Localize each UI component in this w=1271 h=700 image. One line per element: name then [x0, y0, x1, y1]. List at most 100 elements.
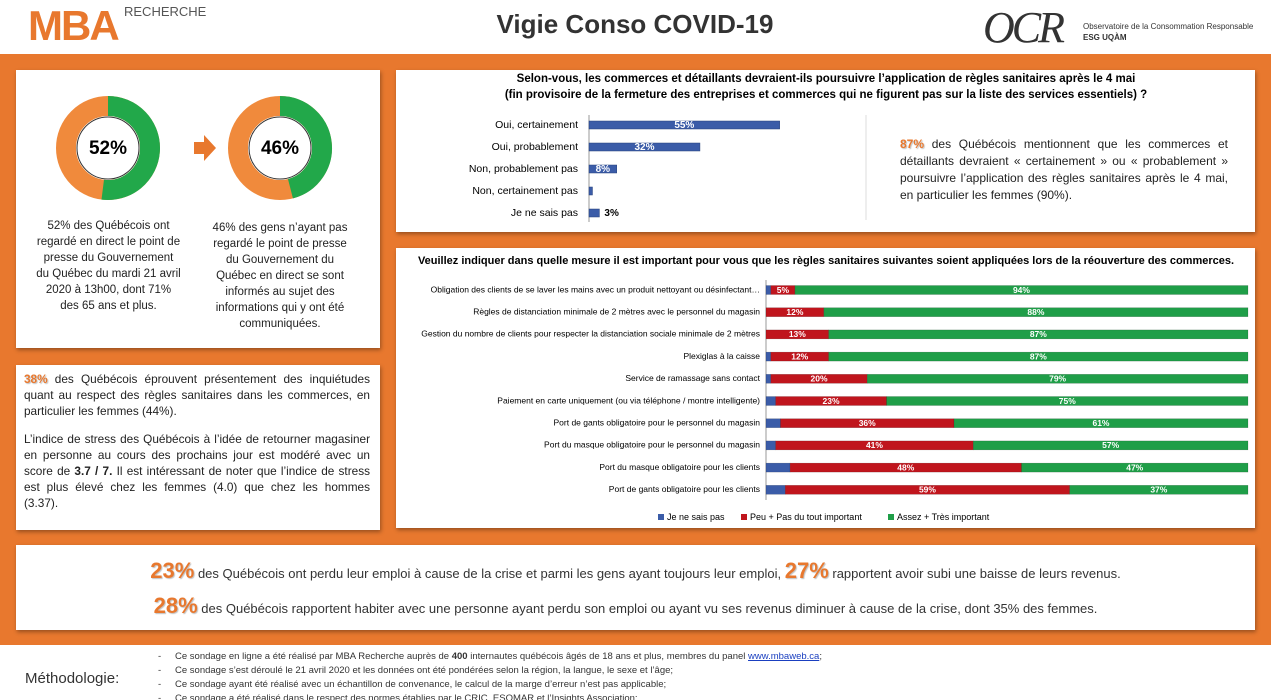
text: ; — [819, 651, 822, 662]
value-label: 47% — [1126, 462, 1143, 472]
bar-segment — [765, 374, 772, 384]
stress-panel: 38% des Québécois éprouvent présentement… — [16, 365, 380, 530]
bar-segment — [823, 307, 1249, 317]
text: des Québécois ont perdu leur emploi à ca… — [194, 566, 785, 581]
bar-segment — [765, 285, 772, 295]
legend-label: Peu + Pas du tout important — [750, 512, 862, 522]
stress-text: 38% des Québécois éprouvent présentement… — [24, 371, 370, 523]
footer-item: - Ce sondage a été réalisé dans le respec… — [158, 692, 1258, 700]
value-label: 12% — [786, 307, 803, 317]
donut-caption: 52% des Québécois ont regardé en direct … — [36, 220, 181, 312]
stacked-panel: Veuillez indiquer dans quelle mesure il … — [396, 248, 1255, 528]
highlights-panel: 23% des Québécois ont perdu leur emploi … — [16, 545, 1255, 630]
donut-charts: 52% 46% — [56, 96, 332, 200]
value-label: 94% — [1013, 285, 1030, 295]
partner-logo: OCR — [983, 3, 1065, 52]
legend-swatch — [888, 514, 894, 520]
footer: Méthodologie: - Ce sondage en ligne a été… — [0, 645, 1271, 700]
bold-text: 400 — [451, 651, 468, 662]
bullet: - — [158, 651, 162, 662]
category-label: Port de gants obligatoire pour le person… — [554, 417, 761, 427]
value-label: 8% — [596, 164, 611, 175]
stat-text: 27% — [784, 558, 829, 583]
bar — [588, 208, 600, 218]
category-label: Plexiglas à la caisse — [683, 351, 760, 361]
value-label: 79% — [1049, 374, 1066, 384]
category-label: Non, certainement pas — [472, 185, 578, 197]
header: MBA RECHERCHE Vigie Conso COVID-19 OCR O… — [0, 0, 1271, 54]
bar-chart: Selon-vous, les commerces et détaillants… — [469, 73, 1147, 222]
category-label: Paiement en carte uniquement (ou via tél… — [497, 395, 760, 405]
logo-sub: RECHERCHE — [124, 4, 207, 19]
footer-items: - Ce sondage en ligne a été réalisé par M… — [158, 650, 1258, 700]
value-label: 5% — [777, 285, 790, 295]
value-label: 32% — [634, 142, 654, 153]
donut-arc — [101, 96, 160, 200]
logo: MBA — [28, 2, 120, 49]
text: L’indice de stress des Québécois à l’idé… — [24, 432, 370, 478]
stat-text: 87% — [900, 137, 925, 151]
value-label: 48% — [897, 462, 914, 472]
bar-panel: Selon-vous, les commerces et détaillants… — [396, 70, 1255, 232]
bar — [588, 164, 617, 174]
stat-text: 28% — [153, 593, 198, 618]
chart-title: Veuillez indiquer dans quelle mesure il … — [418, 255, 1234, 267]
bullet: - — [158, 693, 162, 700]
stacked-chart: Veuillez indiquer dans quelle mesure il … — [418, 255, 1249, 522]
text: Ce sondage a été réalisé dans le respect… — [175, 693, 638, 700]
category-label: Non, probablement pas — [469, 163, 578, 175]
legend-swatch — [658, 514, 664, 520]
legend-label: Je ne sais pas — [667, 512, 725, 522]
bar-segment — [953, 418, 1249, 428]
category-label: Port du masque obligatoire pour le perso… — [544, 440, 760, 450]
value-label: 12% — [791, 351, 808, 361]
bar-segment — [973, 440, 1249, 451]
donut-label: 52% — [89, 138, 127, 159]
value-label: 55% — [674, 120, 694, 131]
footer-item: - Ce sondage en ligne a été réalisé par M… — [158, 650, 1258, 664]
legend-swatch — [741, 514, 747, 520]
paragraph: L’indice de stress des Québécois à l’idé… — [24, 431, 370, 511]
category-label: Oui, probablement — [492, 141, 578, 153]
footer-label: Méthodologie: — [25, 670, 120, 687]
category-label: Gestion du nombre de clients pour respec… — [421, 329, 760, 339]
category-label: Règles de distanciation minimale de 2 mè… — [473, 306, 760, 316]
value-label: 75% — [1059, 396, 1076, 406]
value-label: 3% — [604, 208, 619, 219]
arrow — [194, 135, 216, 161]
legend-label: Assez + Très important — [897, 512, 990, 522]
paragraph: 38% des Québécois éprouvent présentement… — [24, 371, 370, 419]
text: des Québécois rapportent habiter avec un… — [197, 601, 1098, 616]
text: Il est intéressant de noter que l’indice… — [24, 464, 370, 510]
value-label: 57% — [1102, 440, 1119, 450]
bar-segment — [866, 374, 1249, 384]
value-label: 36% — [859, 418, 876, 428]
bar-segment — [765, 440, 776, 451]
bar-segment — [886, 396, 1249, 406]
bar — [588, 142, 701, 152]
text: rapportent avoir subi une baisse de leur… — [828, 566, 1121, 581]
highlight-line: 28% des Québécois rapportent habiter ave… — [0, 590, 1255, 625]
text: des Québécois mentionnent que les commer… — [900, 137, 1228, 202]
bar — [588, 186, 593, 196]
bar-segment — [828, 329, 1249, 340]
category-label: Oui, certainement — [495, 119, 578, 131]
text: Ce sondage en ligne a été réalisé par MB… — [175, 651, 452, 662]
partner-school: ESG UQÀM — [1083, 33, 1127, 42]
value-label: 41% — [866, 440, 883, 450]
category-label: Obligation des clients de se laver les m… — [431, 284, 760, 294]
text: Ce sondage ayant été réalisé avec un éch… — [175, 679, 667, 690]
donut-panel: 52% 46% 52% des Québécois ont regardé en … — [16, 70, 380, 348]
stat-text: 38% — [24, 372, 48, 386]
donut-hole — [76, 116, 140, 180]
text: internautes québécois âgés de 18 ans et … — [467, 651, 749, 662]
highlights: 23% des Québécois ont perdu leur emploi … — [16, 555, 1255, 625]
bar-segment — [828, 351, 1249, 362]
bar-segment — [765, 396, 776, 406]
link-text[interactable]: www.mbaweb.ca — [748, 651, 820, 662]
value-label: 23% — [823, 396, 840, 406]
bar-segment — [1069, 485, 1249, 495]
donut-arc — [279, 96, 332, 199]
page-title: Vigie Conso COVID-19 — [496, 9, 774, 39]
